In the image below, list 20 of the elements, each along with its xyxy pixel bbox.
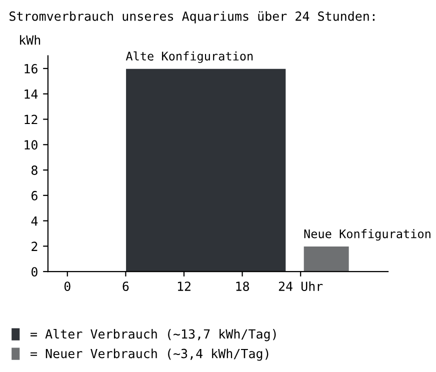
chart-title: Stromverbrauch unseres Aquariums über 24 Stunden:: [10, 11, 374, 24]
y-tick-label: 4: [31, 216, 38, 226]
legend-label: = Alter Verbrauch (~13,7 kWh/Tag): [30, 328, 276, 342]
annotation: Neue Konfiguration: [304, 229, 430, 241]
y-tick-label: 8: [32, 166, 38, 175]
y-tick-label: 0: [32, 267, 38, 277]
x-tick-label: 24 Uhr: [278, 281, 323, 292]
y-tick-label: 6: [32, 190, 38, 200]
y-tick-label: 16: [24, 64, 38, 74]
y-axis-title: kWh: [20, 35, 40, 45]
y-tick-label: 10: [24, 140, 38, 150]
y-tick-label: 14: [24, 90, 38, 99]
y-tick-label: 12: [24, 114, 38, 124]
x-tick-label: 18: [236, 282, 250, 292]
x-tick-label: 6: [122, 282, 129, 292]
annotation: Alte Konfiguration: [126, 51, 253, 63]
x-tick-label: 12: [178, 282, 190, 291]
y-tick-label: 2: [32, 242, 38, 251]
legend-label: = Neuer Verbrauch (~3,4 kWh/Tag): [30, 348, 268, 361]
x-tick-label: 0: [64, 282, 70, 292]
